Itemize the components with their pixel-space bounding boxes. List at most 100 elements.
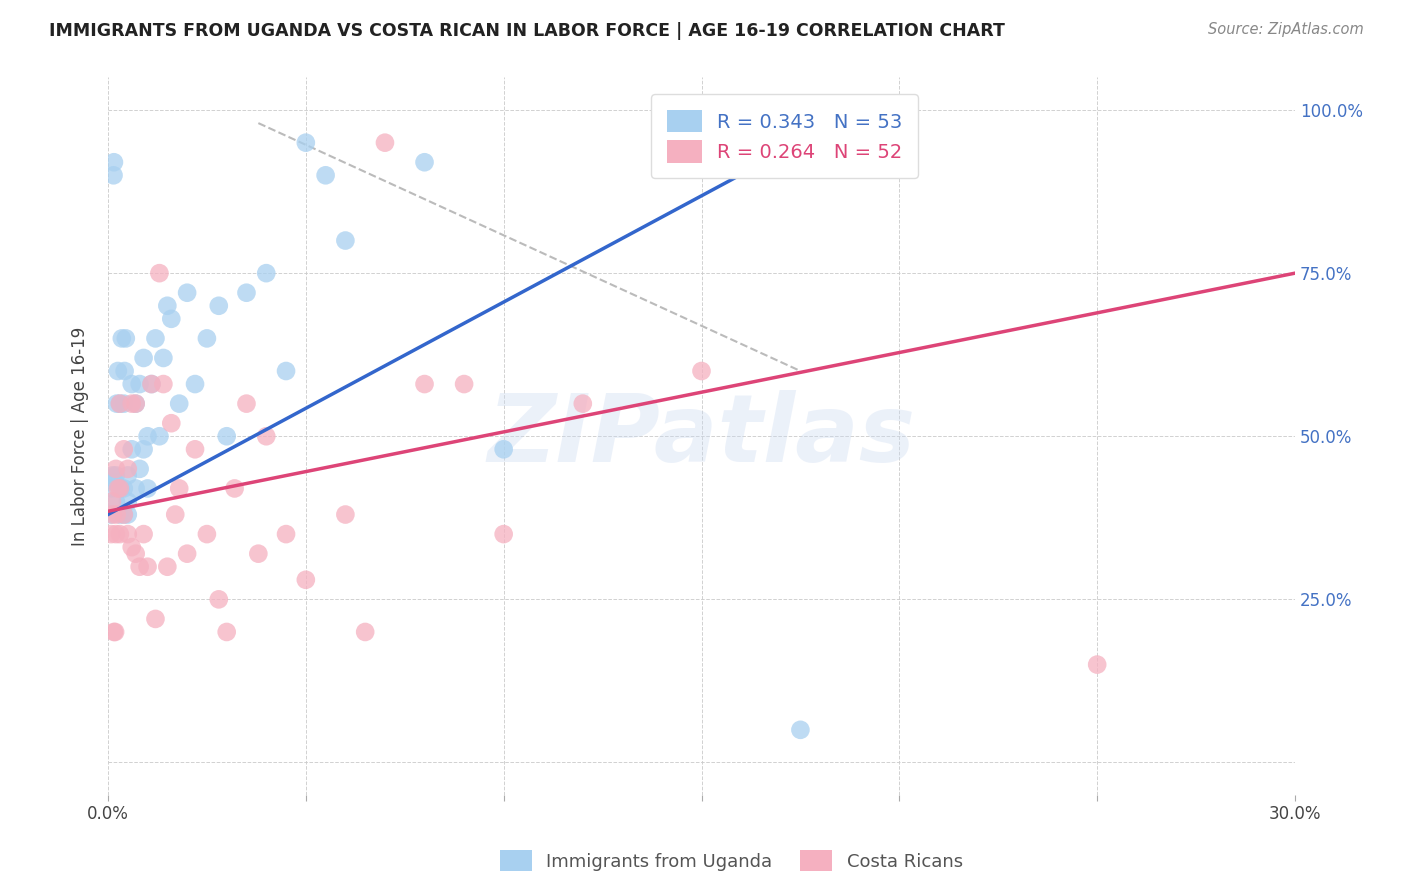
Point (132, 442, 155, 457)
Point (156, 299, 179, 313)
Point (121, 397, 143, 411)
Point (125, 397, 148, 411)
Point (125, 397, 148, 411)
Point (215, 624, 238, 639)
Point (104, 624, 127, 639)
Point (335, 234, 357, 248)
Y-axis label: In Labor Force | Age 16-19: In Labor Force | Age 16-19 (72, 326, 89, 546)
Point (136, 482, 159, 496)
Point (148, 266, 170, 280)
Point (104, 468, 127, 483)
Point (112, 397, 135, 411)
Point (176, 285, 198, 300)
Point (110, 482, 132, 496)
Point (105, 508, 128, 522)
Point (156, 559, 179, 574)
Point (208, 592, 231, 607)
Point (112, 508, 135, 522)
Point (108, 397, 131, 411)
Point (453, 377, 475, 392)
Point (195, 527, 218, 541)
Point (121, 377, 143, 392)
Point (111, 331, 134, 345)
Point (274, 364, 297, 378)
Point (100, 482, 122, 496)
Point (690, 364, 713, 378)
Point (167, 482, 190, 496)
Point (101, 468, 124, 483)
Point (100, 508, 122, 522)
Point (117, 462, 139, 476)
Point (141, 377, 163, 392)
Point (128, 377, 150, 392)
Point (108, 527, 131, 541)
Point (572, 397, 595, 411)
Point (224, 482, 246, 496)
Point (103, 169, 125, 183)
Point (160, 311, 183, 326)
Point (117, 494, 139, 508)
Point (112, 442, 135, 457)
Point (100, 527, 122, 541)
Point (141, 377, 163, 392)
Point (152, 351, 174, 365)
Point (413, 155, 436, 169)
Point (125, 547, 148, 561)
Point (132, 351, 155, 365)
Point (104, 462, 127, 476)
Point (136, 559, 159, 574)
Point (254, 266, 277, 280)
Point (184, 377, 207, 392)
Point (101, 494, 124, 508)
Point (117, 468, 139, 483)
Point (176, 547, 198, 561)
Point (148, 429, 170, 443)
Point (1085, 657, 1108, 672)
Point (295, 136, 318, 150)
Point (105, 397, 128, 411)
Point (195, 331, 218, 345)
Point (492, 442, 515, 457)
Point (112, 508, 135, 522)
Point (108, 397, 131, 411)
Point (103, 155, 125, 169)
Point (889, 136, 911, 150)
Point (165, 508, 187, 522)
Point (107, 482, 129, 496)
Text: Source: ZipAtlas.com: Source: ZipAtlas.com (1208, 22, 1364, 37)
Point (117, 527, 139, 541)
Point (132, 527, 155, 541)
Point (235, 397, 257, 411)
Point (354, 624, 377, 639)
Point (152, 377, 174, 392)
Point (413, 377, 436, 392)
Point (789, 723, 811, 737)
Point (274, 527, 297, 541)
Point (125, 482, 148, 496)
Point (121, 540, 143, 554)
Point (215, 429, 238, 443)
Point (108, 482, 131, 496)
Legend: R = 0.343   N = 53, R = 0.264   N = 52: R = 0.343 N = 53, R = 0.264 N = 52 (651, 95, 918, 178)
Point (235, 285, 257, 300)
Point (114, 331, 136, 345)
Text: ZIPatlas: ZIPatlas (488, 391, 915, 483)
Point (103, 624, 125, 639)
Point (145, 612, 167, 626)
Point (254, 429, 277, 443)
Point (101, 508, 124, 522)
Point (136, 429, 159, 443)
Point (247, 547, 270, 561)
Point (167, 397, 190, 411)
Point (208, 299, 231, 313)
Point (160, 416, 183, 430)
Point (145, 331, 167, 345)
Point (114, 364, 136, 378)
Point (108, 508, 131, 522)
Point (128, 559, 150, 574)
Point (295, 573, 318, 587)
Point (184, 442, 207, 457)
Point (107, 364, 129, 378)
Point (117, 508, 139, 522)
Point (315, 169, 337, 183)
